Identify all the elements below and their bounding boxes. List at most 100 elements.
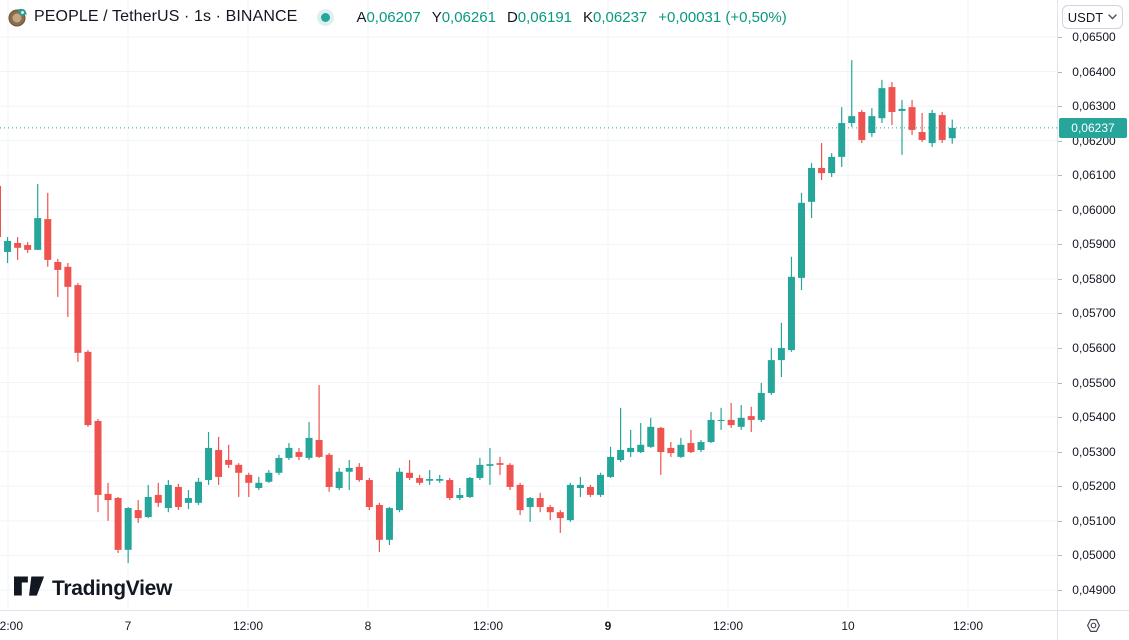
candle[interactable] xyxy=(647,417,655,448)
candle[interactable] xyxy=(325,453,333,492)
candle[interactable] xyxy=(124,507,132,563)
candle[interactable] xyxy=(727,402,735,428)
candle[interactable] xyxy=(858,109,866,144)
candlestick-chart[interactable] xyxy=(0,0,1057,610)
candle[interactable] xyxy=(928,109,936,147)
candle[interactable] xyxy=(365,477,373,511)
candle[interactable] xyxy=(586,484,594,497)
candle[interactable] xyxy=(295,447,303,461)
candle[interactable] xyxy=(255,476,263,491)
candle[interactable] xyxy=(707,411,715,444)
candle[interactable] xyxy=(144,484,152,519)
tradingview-logo[interactable]: TradingView xyxy=(14,576,172,602)
candle[interactable] xyxy=(24,241,32,253)
candle[interactable] xyxy=(466,476,474,499)
candle[interactable] xyxy=(174,483,182,511)
candle[interactable] xyxy=(536,492,544,513)
candle[interactable] xyxy=(456,488,464,501)
candle[interactable] xyxy=(396,467,403,513)
candle[interactable] xyxy=(868,108,876,137)
candle[interactable] xyxy=(265,470,273,483)
candle[interactable] xyxy=(576,476,584,497)
currency-dropdown[interactable]: USDT xyxy=(1062,5,1123,29)
candle[interactable] xyxy=(486,447,494,485)
candle[interactable] xyxy=(757,382,765,422)
candle[interactable] xyxy=(335,467,343,491)
candle[interactable] xyxy=(908,99,916,136)
candle[interactable] xyxy=(355,463,363,482)
candle[interactable] xyxy=(14,237,22,260)
candle[interactable] xyxy=(637,423,645,454)
candle[interactable] xyxy=(34,183,42,250)
candle[interactable] xyxy=(94,418,102,513)
candle[interactable] xyxy=(275,454,283,475)
candle[interactable] xyxy=(948,119,956,144)
candle[interactable] xyxy=(657,426,665,475)
candle[interactable] xyxy=(195,477,202,505)
candle[interactable] xyxy=(245,472,253,497)
candle[interactable] xyxy=(898,99,906,155)
candle[interactable] xyxy=(64,263,72,317)
candle[interactable] xyxy=(406,460,414,481)
candle[interactable] xyxy=(597,472,604,497)
candle[interactable] xyxy=(566,482,574,522)
candle[interactable] xyxy=(416,474,424,485)
candle[interactable] xyxy=(4,237,12,264)
symbol-title[interactable]: PEOPLE / TetherUS · 1s · BINANCE xyxy=(34,8,298,25)
candle[interactable] xyxy=(315,385,323,458)
axis-settings-gear-icon[interactable] xyxy=(1085,617,1102,634)
candle[interactable] xyxy=(285,443,293,461)
candle[interactable] xyxy=(546,504,554,521)
candle[interactable] xyxy=(426,470,434,485)
candle[interactable] xyxy=(184,490,192,510)
candle[interactable] xyxy=(516,482,524,515)
candle[interactable] xyxy=(104,482,112,521)
candle[interactable] xyxy=(818,143,826,181)
candle[interactable] xyxy=(54,258,62,297)
candle[interactable] xyxy=(828,153,836,177)
candle[interactable] xyxy=(134,500,142,523)
candle[interactable] xyxy=(607,446,615,478)
price-axis[interactable]: 0,06500 0,06400 0,06300 0,06200 0,06100 0,060… xyxy=(1057,0,1129,640)
candle[interactable] xyxy=(44,192,52,267)
candle[interactable] xyxy=(446,477,454,501)
candle[interactable] xyxy=(84,350,92,427)
candle[interactable] xyxy=(235,463,243,497)
candle[interactable] xyxy=(667,442,675,457)
candle[interactable] xyxy=(385,507,393,546)
candle[interactable] xyxy=(848,60,856,127)
candle[interactable] xyxy=(737,405,745,430)
candle[interactable] xyxy=(717,407,725,430)
candle[interactable] xyxy=(687,429,695,454)
candle[interactable] xyxy=(878,79,886,124)
candle[interactable] xyxy=(0,184,1,240)
candle[interactable] xyxy=(787,256,795,352)
candle[interactable] xyxy=(345,460,353,491)
candle[interactable] xyxy=(164,480,172,513)
candle[interactable] xyxy=(215,436,223,485)
candle[interactable] xyxy=(627,429,635,457)
candle[interactable] xyxy=(918,113,926,143)
candle[interactable] xyxy=(436,474,444,483)
candle[interactable] xyxy=(938,111,946,144)
candle[interactable] xyxy=(617,407,625,463)
candle[interactable] xyxy=(888,81,896,126)
candle[interactable] xyxy=(225,444,233,468)
candle[interactable] xyxy=(74,283,82,362)
candle[interactable] xyxy=(767,348,775,396)
candle[interactable] xyxy=(506,463,514,491)
candle[interactable] xyxy=(798,192,805,290)
candle[interactable] xyxy=(747,406,755,433)
candle[interactable] xyxy=(556,510,564,533)
candle[interactable] xyxy=(697,439,705,453)
time-axis[interactable]: 12:00 7 12:00 8 12:00 9 12:00 10 12:00 xyxy=(0,610,1057,640)
candle[interactable] xyxy=(154,482,162,508)
candle[interactable] xyxy=(677,437,685,458)
candle[interactable] xyxy=(496,456,504,475)
candle[interactable] xyxy=(476,457,484,481)
candle[interactable] xyxy=(305,421,313,461)
candle[interactable] xyxy=(526,496,534,522)
candle[interactable] xyxy=(375,502,383,552)
candle[interactable] xyxy=(838,107,846,167)
candle[interactable] xyxy=(205,432,213,485)
